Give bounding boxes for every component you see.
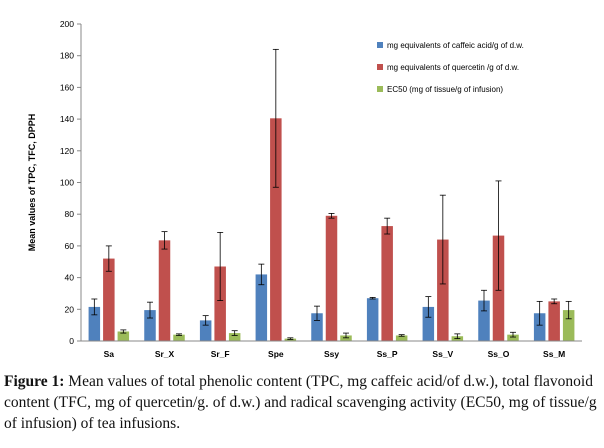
x-tick-label: Sr_F: [211, 349, 230, 359]
legend-swatch-1: [377, 42, 383, 48]
error-bar-Sa-series-1: [91, 298, 98, 316]
y-tick-label: 100: [60, 178, 74, 188]
y-tick-label: 120: [60, 146, 74, 156]
caption-label: Figure 1:: [4, 373, 65, 390]
x-tick-label: Sr_X: [155, 349, 175, 359]
error-bar-Sa-series-2: [105, 245, 112, 272]
error-bar-Ss_P-series-2: [384, 217, 391, 235]
bar-Sr_X-series-3: [173, 334, 185, 341]
error-bar-Ss_M-series-2: [551, 298, 558, 305]
y-tick-label: 200: [60, 19, 74, 29]
error-bar-Ss_O-series-3: [510, 331, 516, 338]
error-bar-Ss_P-series-3: [398, 334, 405, 337]
bar-Ssy-series-1: [311, 313, 323, 341]
error-bar-Ss_V-series-2: [439, 194, 446, 285]
error-bar-Sr_F-series-2: [217, 232, 224, 301]
error-bar-Ss_V-series-1: [425, 296, 432, 318]
figure-caption: Figure 1: Mean values of total phenolic …: [4, 371, 602, 434]
bar-Sr_F-series-1: [199, 320, 212, 341]
error-bar-Ssy-series-2: [328, 213, 335, 219]
bar-Sr_X-series-2: [158, 240, 171, 341]
bar-Spe-series-1: [255, 274, 268, 341]
bar-Sa-series-2: [103, 258, 115, 341]
bars-layer: [88, 118, 575, 342]
error-bar-Sr_F-series-1: [202, 315, 209, 326]
error-bar-Sa-series-3: [120, 329, 127, 334]
bar-Sa-series-3: [117, 331, 130, 341]
x-tick-label: Ss_M: [543, 349, 565, 359]
x-tick-label: Ssy: [324, 349, 339, 359]
y-tick-label: 180: [60, 51, 74, 61]
bar-Sr_F-series-3: [228, 333, 241, 341]
legend-label-3: EC50 (mg of tissue/g of infusion): [387, 85, 503, 94]
error-bar-Sr_F-series-3: [231, 330, 238, 336]
y-tick-label: 60: [65, 241, 75, 251]
error-bar-Ssy-series-3: [343, 332, 349, 339]
bar-Ss_M-series-2: [548, 301, 560, 341]
legend-swatch-2: [377, 64, 383, 70]
x-tick-label: Ss_P: [377, 349, 398, 359]
bar-Sa-series-1: [88, 306, 101, 341]
error-bar-Ss_O-series-1: [481, 289, 487, 312]
bar-Ss_V-series-2: [437, 239, 449, 341]
error-bar-Sr_X-series-3: [176, 333, 182, 336]
y-tick-label: 20: [65, 304, 75, 314]
bar-Ss_P-series-3: [395, 335, 408, 341]
legend-label-1: mg equivalents of caffeic acid/g of d.w.: [387, 41, 524, 50]
error-bar-Ss_V-series-3: [454, 333, 461, 340]
bar-Ss_P-series-1: [366, 298, 379, 341]
bar-Sr_F-series-2: [214, 266, 226, 341]
error-bar-Spe-series-3: [287, 337, 294, 340]
bar-Ss_M-series-1: [533, 313, 546, 341]
bar-Sr_X-series-1: [144, 310, 156, 341]
y-tick-label: 80: [65, 209, 75, 219]
legend-label-2: mg equivalents of quercetin /g of d.w.: [387, 63, 519, 72]
y-tick-label: 40: [65, 273, 75, 283]
y-tick-label: 0: [69, 336, 74, 346]
x-tick-label: Ss_V: [432, 349, 453, 359]
bar-Ssy-series-2: [325, 215, 338, 341]
bar-Ss_M-series-3: [562, 310, 575, 341]
error-bar-Spe-series-2: [272, 48, 279, 188]
x-axis-labels: Sa Sr_X Sr_F Spe Ssy Ss_P Ss_V Ss_O Ss_M: [104, 349, 566, 359]
x-tick-label: Sa: [104, 349, 115, 359]
y-axis-title: Mean values of TPC, TFC, DPPH: [27, 114, 37, 252]
legend-swatch-3: [377, 86, 383, 92]
error-bars-layer: [91, 48, 572, 340]
y-tick-label: 160: [60, 82, 74, 92]
x-tick-label: Ss_O: [488, 349, 510, 359]
error-bar-Ss_P-series-1: [369, 297, 376, 300]
error-bar-Sr_X-series-2: [161, 231, 168, 250]
error-bar-Ss_M-series-3: [565, 300, 572, 320]
caption-text: Mean values of total phenolic content (T…: [4, 373, 597, 432]
bar-Ss_O-series-3: [507, 334, 519, 341]
bar-chart: 0 20 40 60 80 100 120 140 160 180 200 Sa Sr_X Sr_F Sp…: [27, 19, 582, 359]
error-bar-Ss_M-series-1: [536, 300, 543, 326]
error-bar-Sr_X-series-1: [147, 301, 153, 319]
bar-Ss_V-series-1: [422, 306, 435, 341]
y-tick-label: 140: [60, 114, 74, 124]
x-tick-label: Spe: [268, 349, 284, 359]
legend: mg equivalents of caffeic acid/g of d.w.…: [377, 41, 524, 94]
bar-Ss_O-series-1: [478, 300, 490, 341]
y-axis-ticks: 0 20 40 60 80 100 120 140 160 180 200: [60, 19, 81, 346]
bar-Spe-series-2: [270, 118, 282, 342]
error-bar-Ss_O-series-2: [495, 180, 502, 291]
error-bar-Ssy-series-1: [314, 305, 320, 321]
bar-Ss_P-series-2: [381, 226, 393, 341]
error-bar-Spe-series-1: [258, 263, 265, 286]
